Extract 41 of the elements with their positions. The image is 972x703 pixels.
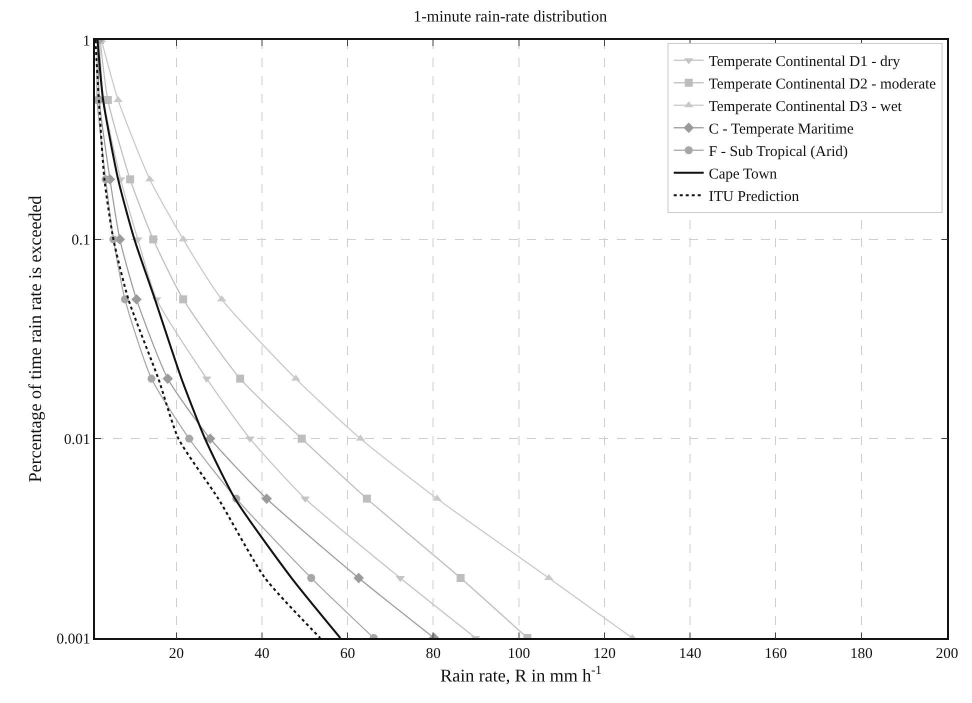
x-tick-label: 120	[593, 646, 616, 662]
point	[126, 175, 134, 184]
legend-label: C - Temperate Maritime	[708, 122, 854, 138]
point	[162, 373, 173, 384]
point	[131, 294, 142, 305]
point	[185, 434, 194, 443]
x-tick-label: 100	[508, 646, 530, 662]
y-tick-label: 0.001	[56, 631, 90, 648]
point	[456, 574, 465, 582]
point	[204, 433, 216, 444]
point	[307, 574, 316, 582]
x-tick-label: 180	[850, 646, 873, 662]
x-tick-label: 200	[936, 646, 958, 662]
x-tick-label: 80	[426, 646, 441, 662]
chart-title: 1-minute rain-rate distribution	[413, 8, 608, 26]
point	[104, 96, 112, 104]
x-tick-label: 160	[764, 646, 787, 662]
legend-label: Temperate Continental D2 - moderate	[708, 76, 936, 93]
y-axis-title: Percentage of time rain rate is exceeded	[25, 196, 46, 482]
legend-label: Cape Town	[708, 166, 778, 183]
point	[261, 493, 272, 504]
legend-label: Temperate Continental D3 - wet	[708, 99, 903, 116]
point	[362, 494, 371, 503]
x-tick-label: 40	[254, 646, 270, 662]
point	[148, 374, 156, 383]
legend-label: ITU Prediction	[708, 189, 800, 206]
point	[354, 572, 364, 584]
x-tick-label: 20	[168, 646, 184, 662]
x-tick-label: 60	[340, 646, 356, 662]
x-axis-title: Rain rate, R in mm h$^{-1}$	[440, 662, 602, 686]
point	[120, 295, 129, 304]
legend-label: F - Sub Tropical (Arid)	[708, 144, 848, 160]
point	[298, 434, 306, 443]
y-tick-label: 1	[82, 33, 90, 50]
point	[179, 295, 188, 304]
y-tick-label: 0.1	[72, 232, 90, 249]
legend-label: Temperate Continental D1 - dry	[708, 54, 901, 70]
point	[236, 374, 244, 383]
y-tick-label: 0.01	[64, 432, 90, 448]
point	[149, 235, 158, 244]
x-tick-label: 140	[678, 646, 702, 662]
